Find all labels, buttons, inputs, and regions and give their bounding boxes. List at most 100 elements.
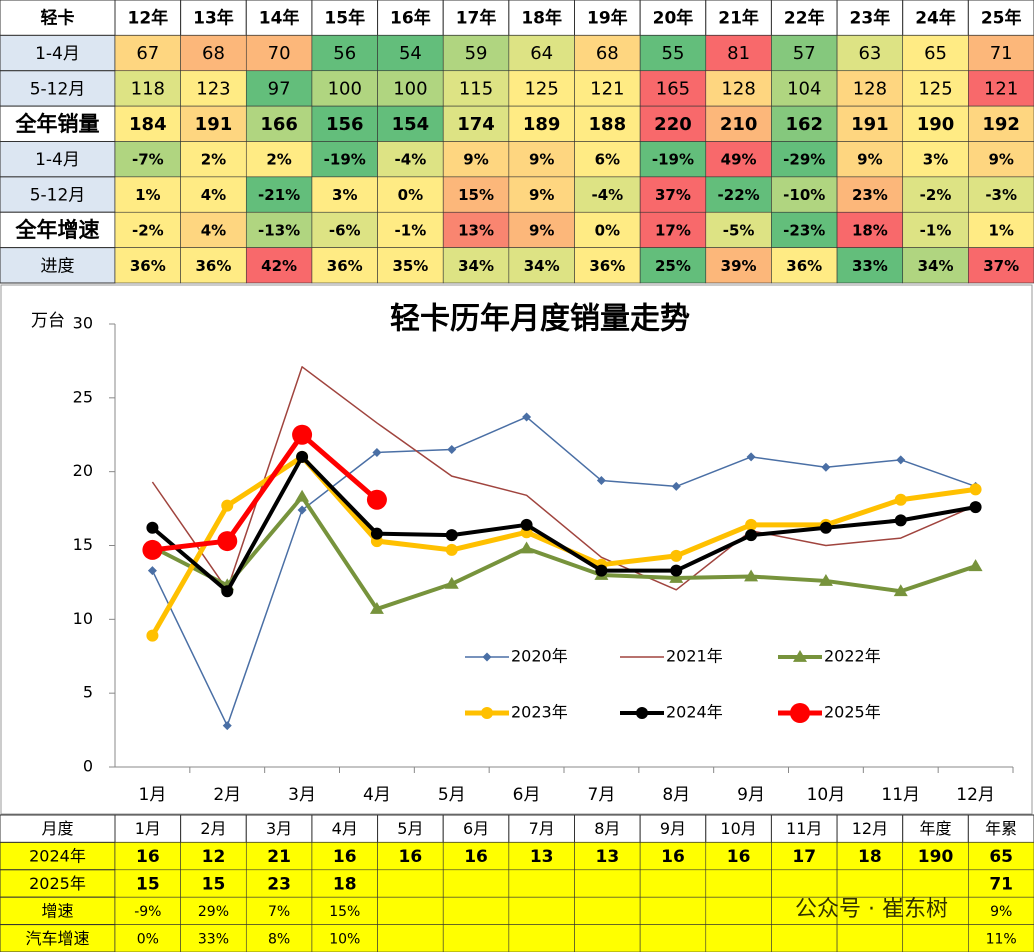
- table-cell: [705, 924, 772, 952]
- table-cell: [836, 869, 904, 898]
- cell-text: 2%: [201, 151, 226, 169]
- header-cell: [574, 814, 641, 843]
- cell-text: 16: [399, 847, 423, 867]
- table-cell: [968, 842, 1034, 871]
- cell-text: 1%: [988, 221, 1013, 239]
- table-cell: [311, 896, 378, 925]
- heat-cell: [639, 141, 707, 178]
- chart-title: 轻卡历年月度销量走势: [390, 302, 690, 337]
- cell-text: 39%: [721, 257, 757, 275]
- cell-text: 3%: [923, 151, 948, 169]
- heat-cell: [968, 176, 1034, 213]
- heat-cell: [771, 176, 838, 213]
- legend-label: 2020年: [511, 647, 568, 666]
- marker: [445, 543, 458, 556]
- row-label: 1-4月: [35, 44, 80, 64]
- x-tick-label: 7月: [588, 785, 616, 805]
- marker: [297, 505, 307, 515]
- heat-cell: [639, 105, 707, 142]
- cell-text: 54: [399, 43, 422, 64]
- header-text: 19年: [587, 8, 628, 29]
- heat-cell: [705, 70, 772, 107]
- marker: [445, 529, 458, 542]
- marker: [295, 489, 310, 502]
- cell-text: 184: [129, 114, 167, 135]
- table-cell: [114, 842, 181, 871]
- marker: [372, 447, 382, 457]
- table-cell: [574, 896, 641, 925]
- cell-text: 13%: [458, 221, 494, 239]
- cell-text: 68: [596, 43, 619, 64]
- marker: [818, 573, 833, 586]
- y-tick-label: 30: [73, 314, 93, 333]
- table-cell: [114, 924, 181, 952]
- heat-cell: [245, 35, 313, 72]
- table-cell: [442, 896, 510, 925]
- table-cell: [508, 896, 575, 925]
- cell-text: 42%: [261, 257, 297, 275]
- row-label-cell: [0, 141, 116, 178]
- cell-text: -23%: [783, 221, 825, 239]
- table-cell: [180, 896, 247, 925]
- cell-text: 165: [656, 78, 690, 99]
- marker: [968, 559, 983, 572]
- heat-cell: [180, 105, 247, 142]
- legend-label: 2021年: [666, 647, 723, 666]
- table-cell: [180, 869, 247, 898]
- heat-cell: [574, 70, 641, 107]
- y-axis-label: 万台: [31, 311, 65, 331]
- cell-text: 16: [333, 847, 357, 867]
- marker: [745, 529, 758, 542]
- cell-text: 0%: [137, 931, 159, 947]
- header-cell: [114, 0, 182, 36]
- cell-text: 36%: [196, 257, 232, 275]
- heat-cell: [902, 70, 969, 107]
- heat-cell: [705, 176, 772, 213]
- marker: [217, 531, 238, 552]
- cell-text: 29%: [198, 904, 229, 920]
- header-text: 8月: [594, 819, 620, 838]
- heat-cell: [508, 247, 575, 284]
- cell-text: 9%: [463, 151, 488, 169]
- cell-text: 4%: [201, 221, 226, 239]
- header-text: 17年: [456, 8, 497, 29]
- legend-label: 2022年: [824, 647, 881, 666]
- cell-text: 188: [589, 114, 627, 135]
- header-text: 5月: [397, 819, 423, 838]
- x-tick-label: 1月: [139, 785, 167, 805]
- cell-text: 34%: [458, 257, 494, 275]
- cell-text: 123: [196, 78, 230, 99]
- x-tick-label: 10月: [807, 785, 846, 805]
- cell-text: 7%: [268, 904, 290, 920]
- marker: [520, 518, 533, 531]
- table-cell: [639, 869, 707, 898]
- x-tick-label: 4月: [363, 785, 391, 805]
- marker: [744, 569, 759, 582]
- marker: [636, 707, 648, 719]
- header-text: 12月: [852, 819, 888, 838]
- header-text: 18年: [521, 8, 562, 29]
- marker: [821, 462, 831, 472]
- heat-cell: [508, 211, 575, 248]
- y-tick-label: 15: [73, 535, 93, 554]
- marker: [142, 539, 163, 560]
- header-cell: [180, 814, 247, 843]
- x-tick-label: 2月: [213, 785, 241, 805]
- marker: [222, 721, 232, 731]
- cell-text: 55: [662, 43, 685, 64]
- heat-cell: [836, 141, 904, 178]
- heat-cell: [902, 247, 969, 284]
- header-cell: [705, 814, 772, 843]
- heat-cell: [114, 70, 181, 107]
- cell-text: 17%: [655, 221, 691, 239]
- table-cell: [114, 869, 181, 898]
- table-cell: [902, 924, 969, 952]
- marker: [519, 541, 534, 554]
- marker: [595, 564, 608, 577]
- table-cell: [836, 896, 904, 925]
- marker: [481, 707, 493, 719]
- cell-text: -4%: [395, 151, 427, 169]
- heat-cell: [639, 247, 707, 284]
- cell-text: 166: [260, 114, 298, 135]
